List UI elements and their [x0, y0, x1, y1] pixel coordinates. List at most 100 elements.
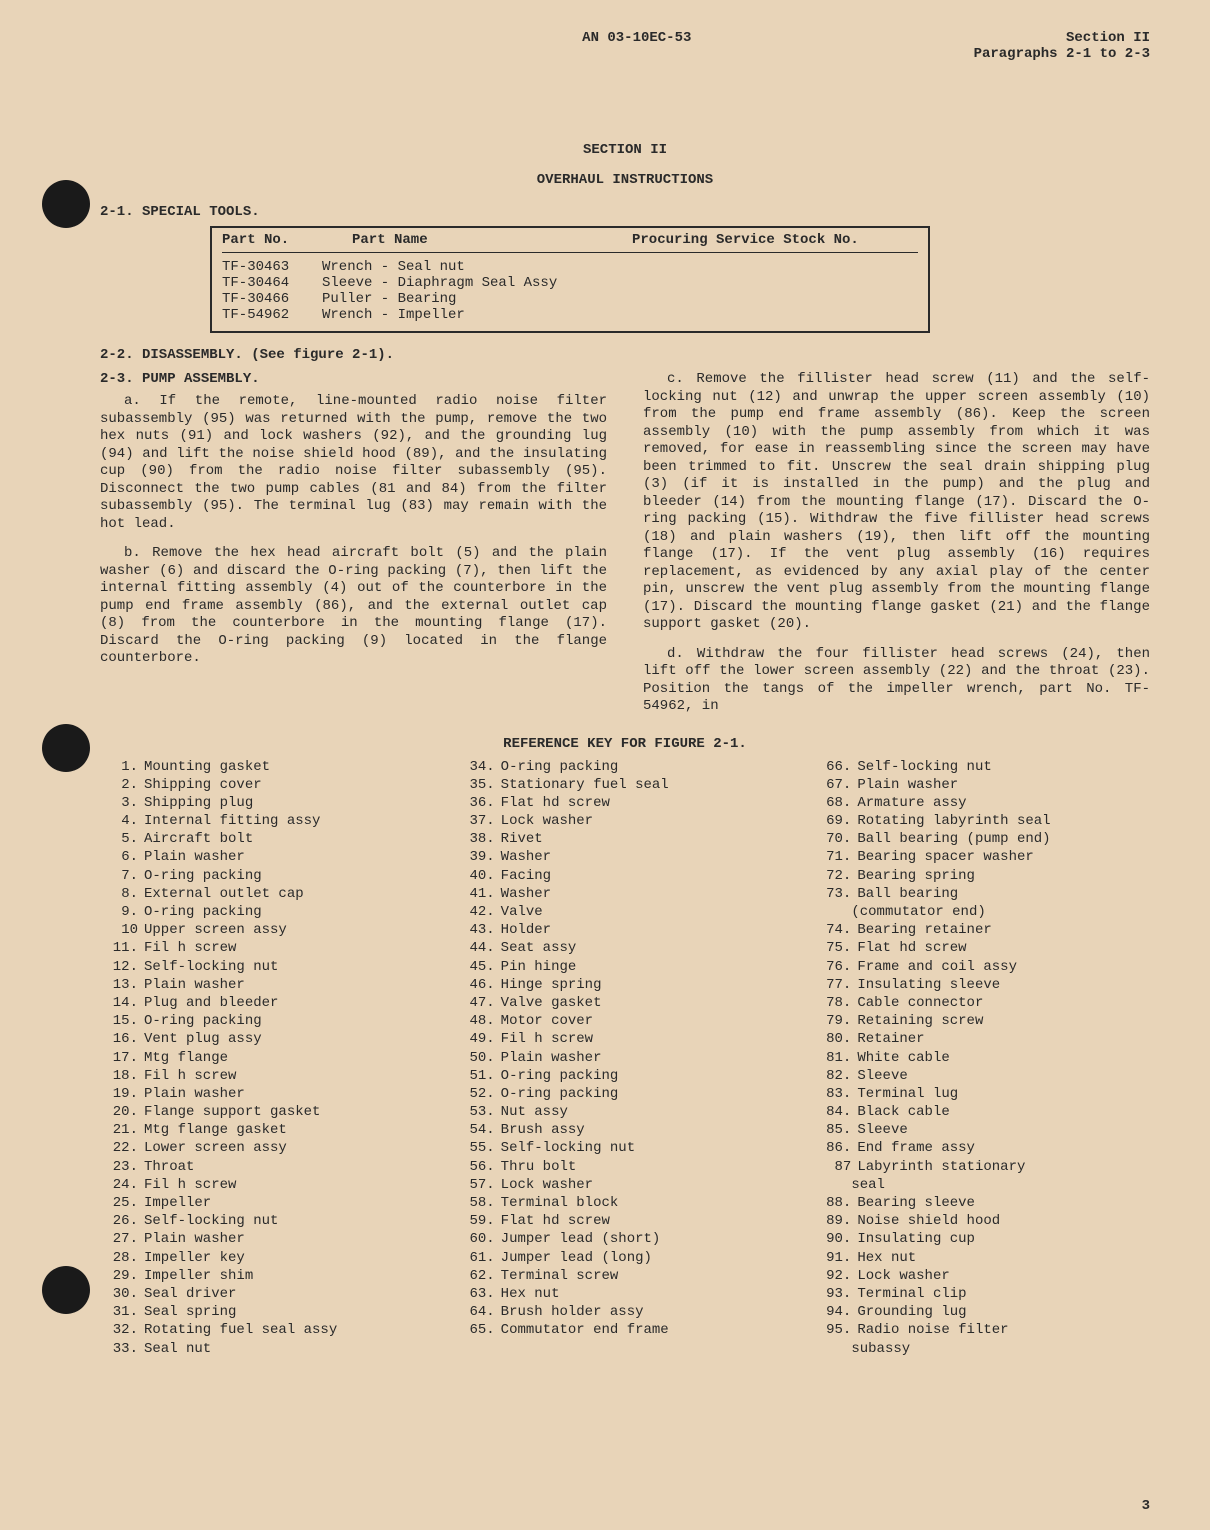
ref-label: Terminal lug	[857, 1085, 1150, 1103]
ref-num: 91.	[813, 1249, 857, 1267]
ref-item: 80.Retainer	[813, 1030, 1150, 1048]
ref-label: Plain washer	[144, 1085, 437, 1103]
ref-label: Fil h screw	[144, 939, 437, 957]
ref-num: 33.	[100, 1340, 144, 1358]
ref-label: O-ring packing	[501, 1085, 794, 1103]
tools-part-name: Sleeve - Diaphragm Seal Assy	[322, 275, 918, 291]
ref-num: 62.	[457, 1267, 501, 1285]
ref-item: 93.Terminal clip	[813, 1285, 1150, 1303]
ref-num: 15.	[100, 1012, 144, 1030]
ref-label: Hex nut	[501, 1285, 794, 1303]
ref-item: 11.Fil h screw	[100, 939, 437, 957]
ref-label: Facing	[501, 867, 794, 885]
ref-num: 13.	[100, 976, 144, 994]
ref-label: O-ring packing	[144, 867, 437, 885]
ref-num: 60.	[457, 1230, 501, 1248]
ref-item: 66.Self-locking nut	[813, 758, 1150, 776]
ref-item: 53.Nut assy	[457, 1103, 794, 1121]
ref-num: 8.	[100, 885, 144, 903]
ref-item: 13.Plain washer	[100, 976, 437, 994]
ref-label: Rotating labyrinth seal	[857, 812, 1150, 830]
para-c: c. Remove the fillister head screw (11) …	[643, 371, 1150, 634]
ref-item: 31.Seal spring	[100, 1303, 437, 1321]
doc-id: AN 03-10EC-53	[300, 30, 974, 62]
ref-label: Lock washer	[857, 1267, 1150, 1285]
ref-label: Fil h screw	[144, 1067, 437, 1085]
ref-num: 44.	[457, 939, 501, 957]
ref-item: 48.Motor cover	[457, 1012, 794, 1030]
ref-item: 44.Seat assy	[457, 939, 794, 957]
ref-item: 15.O-ring packing	[100, 1012, 437, 1030]
ref-item: 70.Ball bearing (pump end)	[813, 830, 1150, 848]
ref-item: 65.Commutator end frame	[457, 1321, 794, 1339]
para-b: b. Remove the hex head aircraft bolt (5)…	[100, 545, 607, 668]
ref-num: 82.	[813, 1067, 857, 1085]
ref-item: 36.Flat hd screw	[457, 794, 794, 812]
ref-item: 75.Flat hd screw	[813, 939, 1150, 957]
ref-label: Grounding lug	[857, 1303, 1150, 1321]
ref-num: 2.	[100, 776, 144, 794]
ref-num: 71.	[813, 848, 857, 866]
ref-num: 68.	[813, 794, 857, 812]
ref-num: 70.	[813, 830, 857, 848]
ref-item: 26.Self-locking nut	[100, 1212, 437, 1230]
ref-label: subassy	[813, 1340, 1150, 1358]
ref-label: Seal driver	[144, 1285, 437, 1303]
ref-num: 47.	[457, 994, 501, 1012]
ref-num: 79.	[813, 1012, 857, 1030]
ref-label: Shipping cover	[144, 776, 437, 794]
ref-num: 83.	[813, 1085, 857, 1103]
ref-item: 27.Plain washer	[100, 1230, 437, 1248]
ref-item: subassy	[813, 1340, 1150, 1358]
ref-label: Terminal block	[501, 1194, 794, 1212]
ref-label: Impeller shim	[144, 1267, 437, 1285]
ref-item: 88.Bearing sleeve	[813, 1194, 1150, 1212]
ref-item: 16.Vent plug assy	[100, 1030, 437, 1048]
ref-num: 25.	[100, 1194, 144, 1212]
page-header: AN 03-10EC-53 Section II Paragraphs 2-1 …	[100, 30, 1150, 62]
ref-label: Insulating cup	[857, 1230, 1150, 1248]
ref-label: Armature assy	[857, 794, 1150, 812]
ref-item: 62.Terminal screw	[457, 1267, 794, 1285]
ref-item: (commutator end)	[813, 903, 1150, 921]
ref-label: End frame assy	[857, 1139, 1150, 1157]
ref-item: 84.Black cable	[813, 1103, 1150, 1121]
ref-label: Valve gasket	[501, 994, 794, 1012]
tools-row: TF-30463Wrench - Seal nut	[222, 259, 918, 275]
para-d: d. Withdraw the four fillister head scre…	[643, 646, 1150, 716]
ref-label: Impeller	[144, 1194, 437, 1212]
ref-label: Bearing retainer	[857, 921, 1150, 939]
ref-num: 31.	[100, 1303, 144, 1321]
ref-num: 21.	[100, 1121, 144, 1139]
ref-item: 79.Retaining screw	[813, 1012, 1150, 1030]
ref-item: 64.Brush holder assy	[457, 1303, 794, 1321]
ref-label: Stationary fuel seal	[501, 776, 794, 794]
ref-num: 65.	[457, 1321, 501, 1339]
tools-row: TF-30464Sleeve - Diaphragm Seal Assy	[222, 275, 918, 291]
ref-label: Brush holder assy	[501, 1303, 794, 1321]
ref-num: 72.	[813, 867, 857, 885]
ref-num: 1.	[100, 758, 144, 776]
ref-label: Jumper lead (short)	[501, 1230, 794, 1248]
ref-item: 51.O-ring packing	[457, 1067, 794, 1085]
ref-label: Thru bolt	[501, 1158, 794, 1176]
ref-item: 23.Throat	[100, 1158, 437, 1176]
ref-num: 4.	[100, 812, 144, 830]
ref-num: 11.	[100, 939, 144, 957]
ref-label: Flange support gasket	[144, 1103, 437, 1121]
ref-num: 75.	[813, 939, 857, 957]
ref-label: Vent plug assy	[144, 1030, 437, 1048]
ref-num: 19.	[100, 1085, 144, 1103]
ref-label: Plain washer	[857, 776, 1150, 794]
ref-item: 91.Hex nut	[813, 1249, 1150, 1267]
ref-num: 54.	[457, 1121, 501, 1139]
ref-item: 22.Lower screen assy	[100, 1139, 437, 1157]
ref-label: Sleeve	[857, 1067, 1150, 1085]
ref-item: 58.Terminal block	[457, 1194, 794, 1212]
ref-col-1: 1.Mounting gasket2.Shipping cover3.Shipp…	[100, 758, 437, 1358]
ref-label: Bearing sleeve	[857, 1194, 1150, 1212]
ref-label: Commutator end frame	[501, 1321, 794, 1339]
paragraphs-label: Paragraphs 2-1 to 2-3	[974, 46, 1150, 62]
ref-num: 95.	[813, 1321, 857, 1339]
ref-item: 20.Flange support gasket	[100, 1103, 437, 1121]
